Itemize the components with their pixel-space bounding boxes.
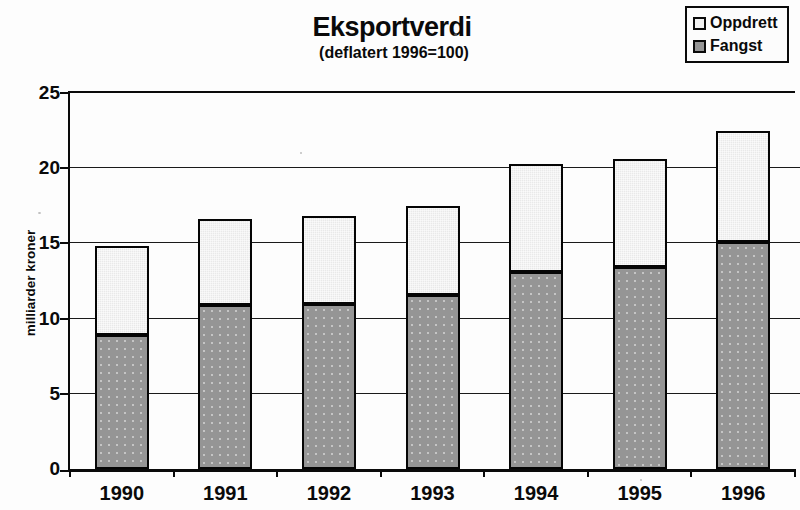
fangst-swatch-icon [693,40,706,53]
scan-speck [454,33,457,36]
scan-speck [640,479,642,481]
legend-item-fangst: Fangst [693,38,787,54]
bar-1992-fangst [302,304,356,469]
y-tick-label-15: 15 [20,233,60,253]
bar-1990-fangst [95,335,149,469]
bar-1991-oppdrett [198,219,252,305]
x-axis-tick [69,469,71,477]
bar-1994-fangst [509,272,563,469]
y-tick-label-10: 10 [20,309,60,329]
x-axis-tick [276,469,278,477]
bar-1995-fangst [613,267,667,469]
x-axis-tick [173,469,175,477]
x-axis-tick [690,469,692,477]
x-axis-tick [380,469,382,477]
chart-page: Eksportverdi (deflatert 1996=100) Oppdre… [0,0,800,510]
bar-1996-fangst [716,242,770,469]
x-axis-label-1995: 1995 [617,482,662,505]
x-axis-label-1992: 1992 [307,482,352,505]
y-tick-label-20: 20 [20,158,60,178]
bar-1993-fangst [406,295,460,469]
y-axis-tick-20 [60,167,69,169]
bar-1992-oppdrett [302,216,356,303]
plot-area: 05101520251990199119921993199419951996 [68,91,795,472]
chart-subtitle: (deflatert 1996=100) [319,44,469,62]
scan-speck [38,212,41,214]
x-axis-tick [794,469,796,477]
chart-title: Eksportverdi [312,12,471,43]
x-axis-label-1990: 1990 [100,482,145,505]
y-tick-label-0: 0 [20,459,60,479]
bar-1991-fangst [198,305,252,469]
scan-speck [300,152,302,154]
y-axis-tick-15 [60,242,69,244]
bar-1994-oppdrett [509,164,563,272]
x-axis-label-1996: 1996 [721,482,766,505]
legend-label-oppdrett: Oppdrett [710,15,778,31]
y-tick-label-5: 5 [20,384,60,404]
legend-item-oppdrett: Oppdrett [693,15,787,31]
legend: Oppdrett Fangst [685,6,789,63]
x-axis-label-1991: 1991 [203,482,248,505]
y-tick-label-25: 25 [20,83,60,103]
bar-1993-oppdrett [406,206,460,295]
gridline-20 [70,167,800,168]
y-axis-tick-0 [60,470,69,472]
x-axis-tick [483,469,485,477]
bar-1995-oppdrett [613,159,667,267]
bar-1996-oppdrett [716,131,770,242]
x-axis-label-1994: 1994 [514,482,559,505]
legend-label-fangst: Fangst [710,38,762,54]
y-axis-tick-25 [60,92,69,94]
bar-1990-oppdrett [95,246,149,335]
x-axis-tick [587,469,589,477]
y-axis-tick-10 [60,318,69,320]
oppdrett-swatch-icon [693,17,706,30]
y-axis-tick-5 [60,393,69,395]
x-axis-label-1993: 1993 [410,482,455,505]
